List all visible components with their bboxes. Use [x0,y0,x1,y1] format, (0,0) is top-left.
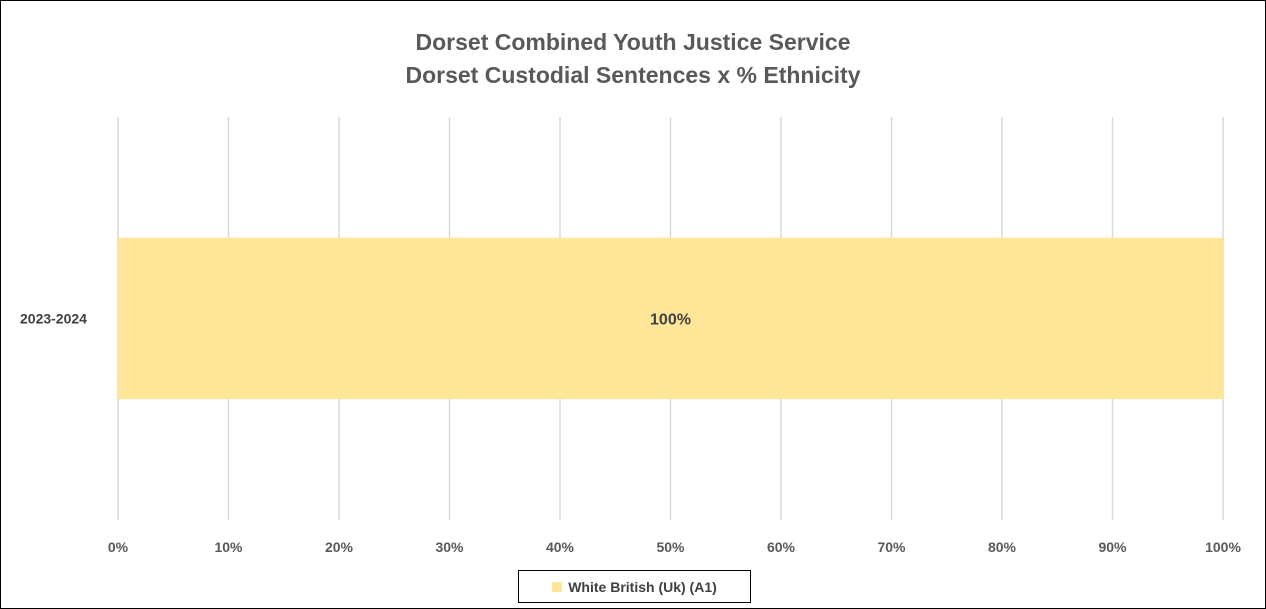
legend-swatch [552,581,563,592]
x-tick-label: 40% [546,539,575,555]
x-tick-label: 70% [877,539,906,555]
x-tick-label: 30% [435,539,464,555]
x-tick-label: 100% [1205,539,1241,555]
x-tick-label: 20% [325,539,354,555]
chart-title-block: Dorset Combined Youth Justice Service Do… [0,26,1266,92]
chart-title: Dorset Combined Youth Justice Service [415,29,851,55]
chart-subtitle: Dorset Custodial Sentences x % Ethnicity [405,62,861,88]
legend-label: White British (Uk) (A1) [568,578,717,595]
x-tick-label: 10% [214,539,243,555]
x-tick-label: 60% [767,539,796,555]
x-tick-label: 90% [1098,539,1127,555]
legend: White British (Uk) (A1) [518,570,751,603]
x-tick-label: 80% [988,539,1017,555]
y-category-label: 2023-2024 [20,311,87,327]
x-tick-label: 50% [656,539,685,555]
bar [118,237,1223,400]
bar-data-label: 100% [650,312,691,329]
x-tick-label: 0% [108,539,129,555]
